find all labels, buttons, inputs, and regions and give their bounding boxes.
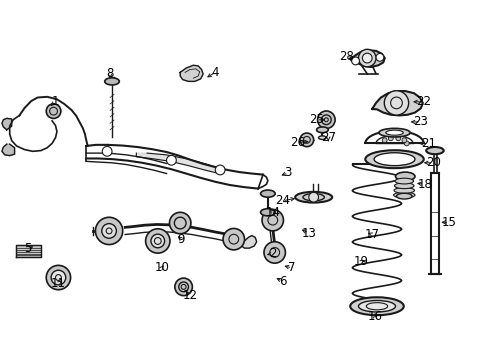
Polygon shape (136, 153, 219, 174)
Text: 28: 28 (339, 50, 353, 63)
Ellipse shape (385, 130, 403, 135)
Circle shape (358, 49, 375, 67)
Circle shape (51, 270, 65, 285)
Circle shape (145, 229, 170, 253)
Text: 12: 12 (182, 289, 197, 302)
Polygon shape (371, 91, 422, 116)
Circle shape (46, 265, 70, 290)
Text: 20: 20 (425, 156, 440, 169)
Polygon shape (2, 144, 15, 156)
Ellipse shape (373, 153, 414, 166)
Text: 16: 16 (367, 310, 382, 324)
Circle shape (102, 147, 112, 156)
Text: 23: 23 (412, 116, 427, 129)
Ellipse shape (316, 127, 327, 133)
Text: 14: 14 (264, 206, 280, 219)
Text: 15: 15 (441, 216, 456, 229)
Circle shape (387, 136, 392, 141)
Text: 3: 3 (284, 166, 291, 179)
Text: 11: 11 (51, 277, 66, 290)
Polygon shape (16, 245, 41, 257)
Ellipse shape (260, 190, 275, 197)
Ellipse shape (104, 78, 119, 85)
Circle shape (262, 210, 283, 231)
Polygon shape (2, 118, 12, 130)
Circle shape (151, 234, 164, 248)
Circle shape (169, 212, 190, 234)
Circle shape (382, 138, 386, 143)
Text: 1: 1 (52, 95, 59, 108)
Text: 10: 10 (154, 261, 169, 274)
Circle shape (95, 217, 122, 244)
Circle shape (317, 111, 334, 129)
Ellipse shape (393, 192, 414, 198)
Text: 5: 5 (24, 242, 31, 255)
Circle shape (175, 278, 192, 296)
Text: 22: 22 (415, 95, 430, 108)
Ellipse shape (295, 192, 331, 203)
Ellipse shape (365, 150, 423, 168)
Text: 7: 7 (288, 261, 295, 274)
Ellipse shape (396, 193, 411, 199)
Text: 18: 18 (416, 178, 431, 191)
Text: 6: 6 (278, 275, 285, 288)
Text: 27: 27 (320, 131, 335, 144)
Ellipse shape (395, 172, 414, 181)
Circle shape (223, 229, 244, 250)
Ellipse shape (378, 129, 409, 137)
Ellipse shape (426, 147, 443, 154)
Circle shape (46, 104, 61, 118)
Text: 13: 13 (301, 226, 316, 239)
Circle shape (395, 136, 400, 141)
Circle shape (300, 133, 313, 147)
Circle shape (404, 141, 408, 146)
Circle shape (166, 156, 176, 165)
Polygon shape (350, 50, 384, 67)
Text: 8: 8 (106, 67, 114, 80)
Ellipse shape (394, 183, 413, 189)
Ellipse shape (358, 301, 395, 312)
Polygon shape (240, 235, 256, 248)
Text: 4: 4 (211, 66, 219, 79)
Circle shape (384, 91, 408, 115)
Polygon shape (180, 65, 203, 81)
Ellipse shape (394, 178, 413, 184)
Ellipse shape (349, 297, 403, 315)
Text: 9: 9 (177, 233, 184, 246)
Circle shape (401, 138, 406, 143)
Circle shape (362, 53, 371, 63)
Text: 21: 21 (420, 137, 435, 150)
Circle shape (215, 165, 224, 175)
Text: 26: 26 (290, 136, 305, 149)
Text: 17: 17 (364, 228, 379, 241)
Circle shape (375, 53, 383, 61)
Circle shape (351, 57, 359, 65)
Circle shape (102, 224, 116, 238)
Ellipse shape (260, 209, 275, 216)
Text: 19: 19 (353, 255, 368, 268)
Ellipse shape (318, 136, 325, 139)
Text: 2: 2 (268, 247, 276, 260)
Text: 25: 25 (308, 113, 324, 126)
Text: 24: 24 (274, 194, 289, 207)
Circle shape (308, 192, 318, 202)
Ellipse shape (393, 188, 414, 193)
Circle shape (264, 242, 285, 263)
